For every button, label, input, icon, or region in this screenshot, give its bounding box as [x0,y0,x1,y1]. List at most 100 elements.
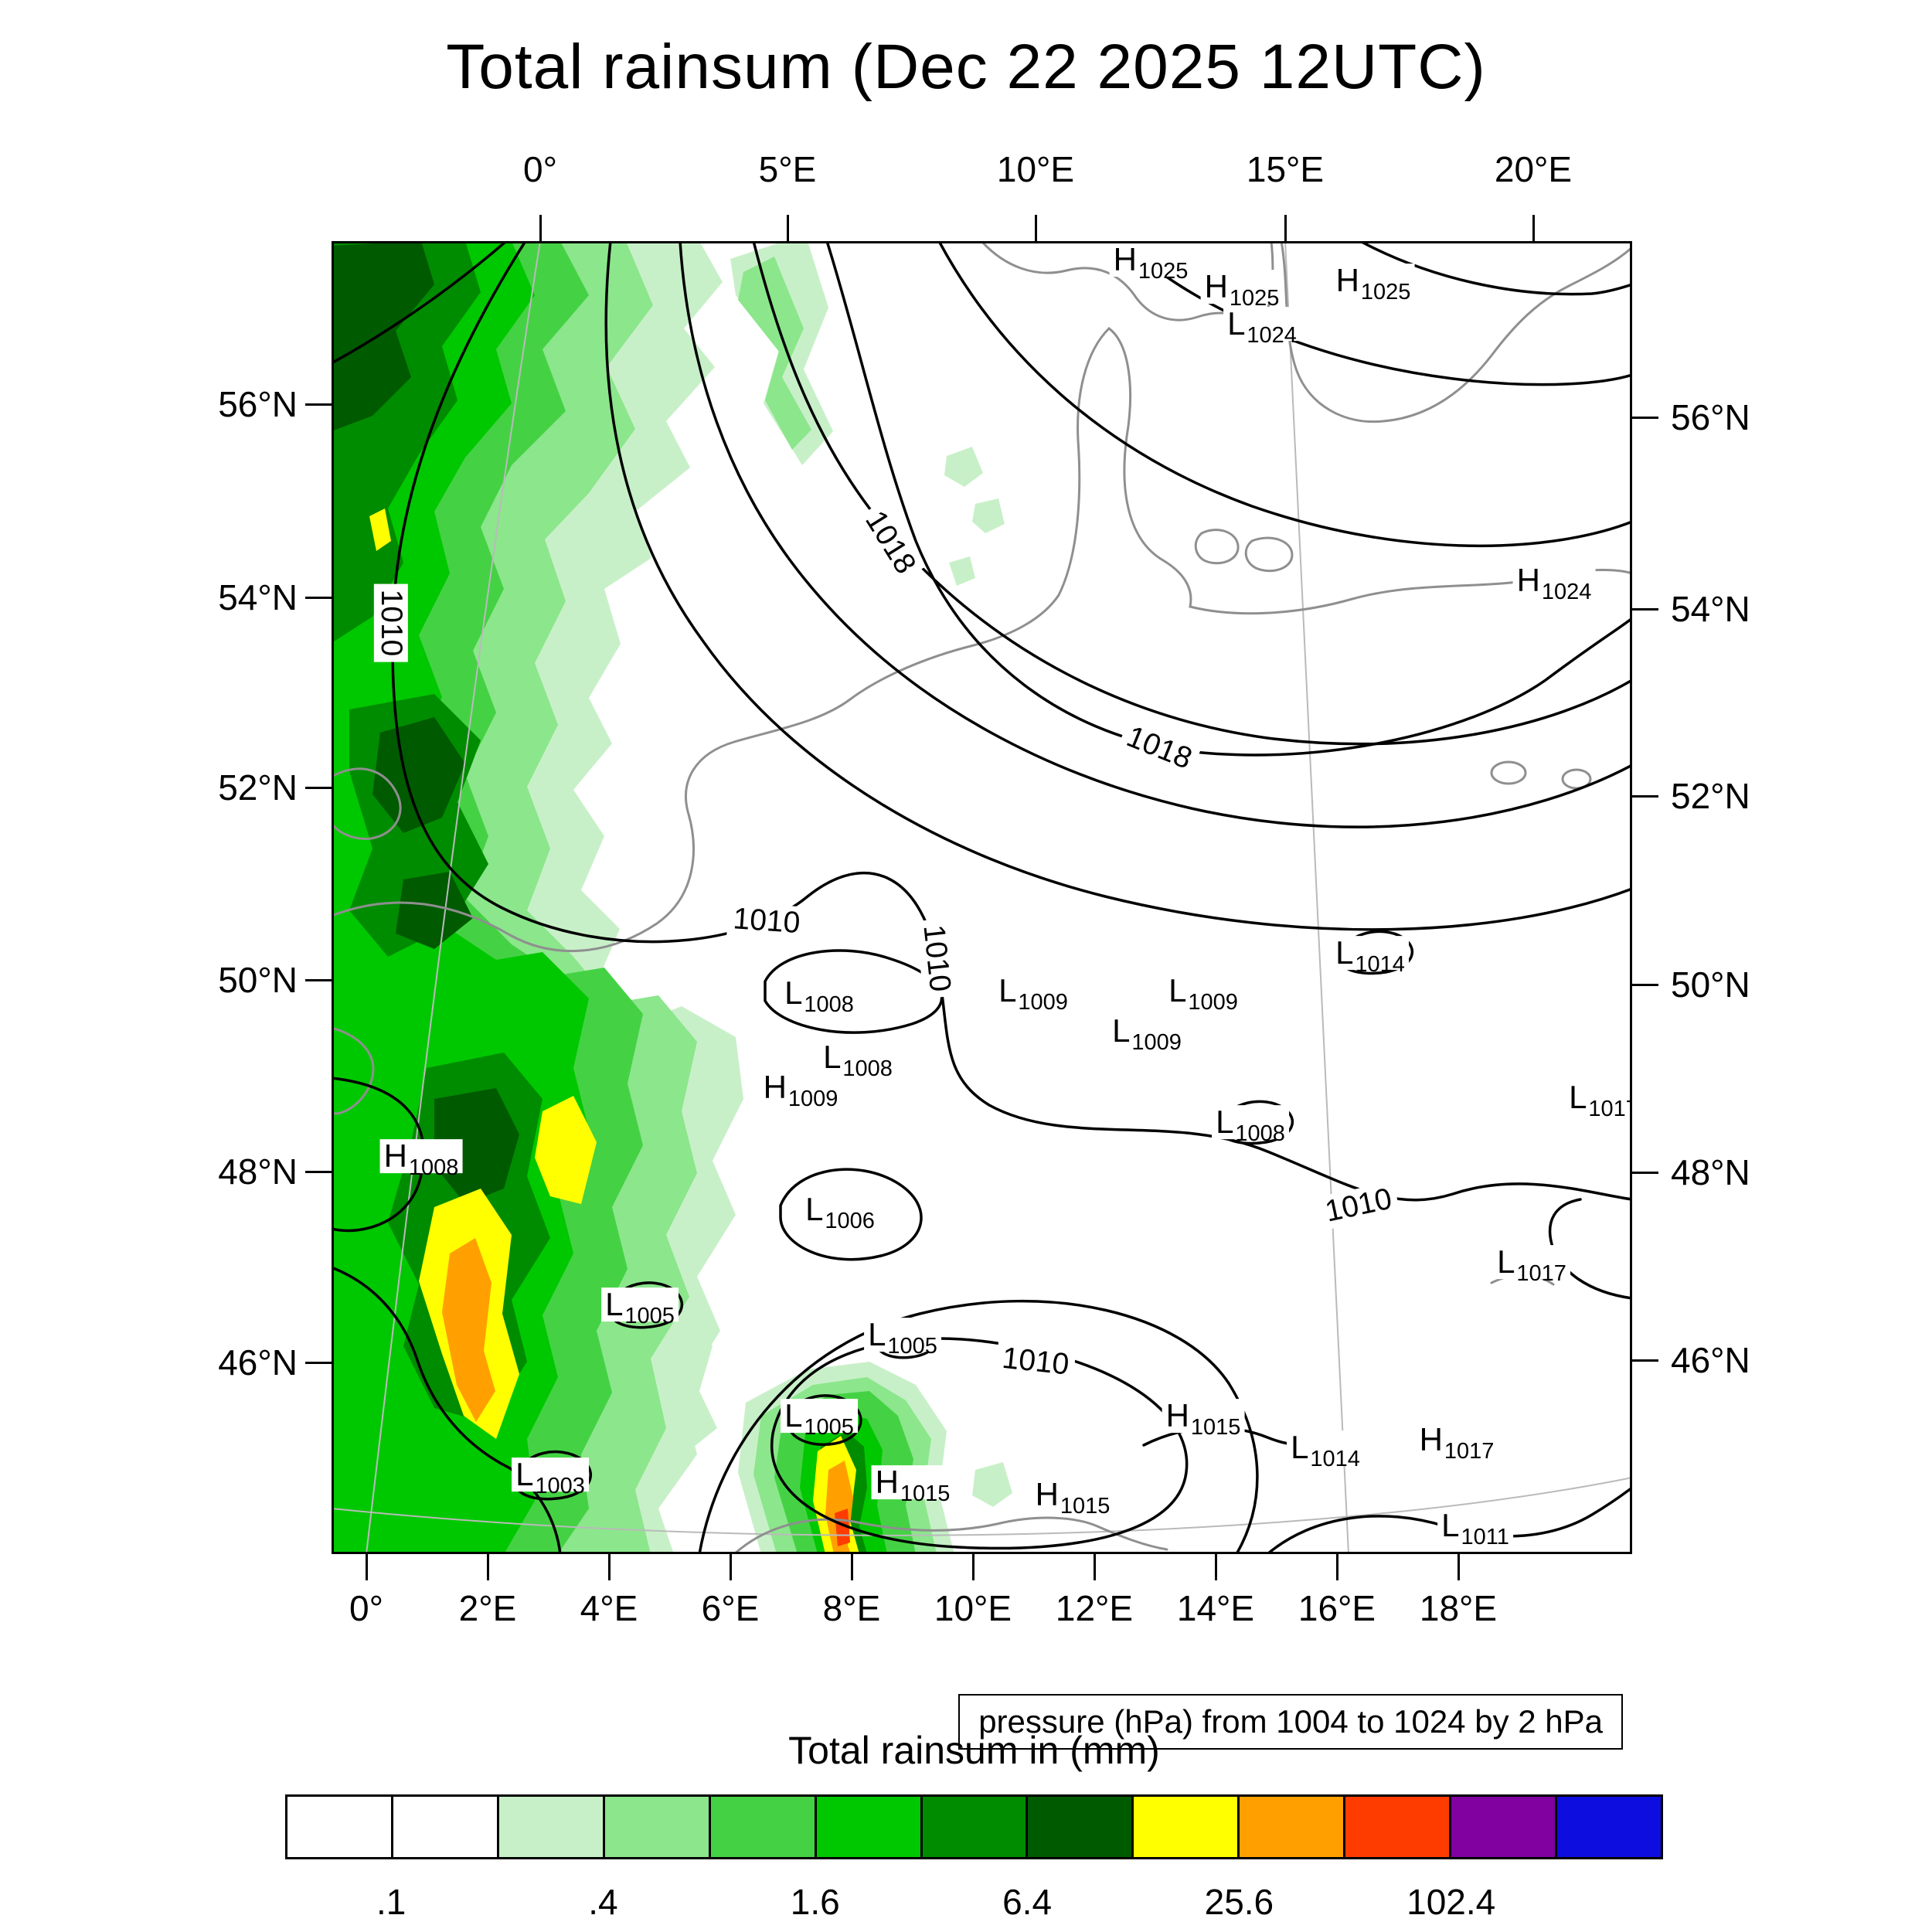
left-axis-tick [305,403,332,406]
bottom-axis-tick [1335,1554,1338,1580]
isobar-contour [1359,241,1632,296]
pressure-value: 1009 [1131,1030,1182,1056]
coastline [332,1026,375,1115]
pressure-letter: L [1335,934,1354,971]
coastline [1244,536,1294,573]
pressure-label: H1025 [1332,262,1415,304]
pressure-letter: H [1035,1476,1059,1513]
colorbar-cell [604,1797,711,1857]
pressure-value: 1009 [1188,990,1238,1015]
isobar-contour [764,949,944,1034]
colorbar-tick-label: 6.4 [1002,1882,1053,1922]
pressure-letter: L [515,1456,534,1493]
pressure-label: H1015 [1031,1476,1114,1518]
pressure-caption: pressure (hPa) from 1004 to 1024 by 2 hP… [958,1694,1623,1750]
right-axis-tick [1632,1171,1658,1174]
top-axis-tick-label: 15°E [1246,149,1325,189]
colorbar-cell [393,1797,499,1857]
isobar-value-label: 1010 [1317,1181,1400,1230]
pressure-value: 1008 [1235,1121,1285,1147]
left-axis-tick [305,1361,332,1364]
pressure-label: L1017 [1565,1080,1632,1121]
bottom-axis-tick-label: 8°E [822,1588,881,1628]
bottom-axis-tick [850,1554,853,1580]
left-axis-tick [305,786,332,789]
pressure-label: L1005 [864,1318,941,1358]
colorbar-cell [922,1797,1029,1857]
rain-area [535,1096,597,1204]
coastline [1280,241,1632,423]
isobar-value-label: 1010 [995,1341,1077,1383]
pressure-value: 1017 [1516,1261,1566,1287]
pressure-label: L1008 [1212,1105,1289,1145]
bottom-axis-tick-label: 14°E [1176,1588,1255,1628]
pressure-letter: L [1168,972,1187,1009]
rain-area [396,872,473,949]
pressure-label: H1024 [1512,563,1596,604]
top-axis-tick [786,215,789,241]
meridian-line [366,241,541,1554]
right-axis-tick [1632,1359,1658,1362]
right-axis-tick-label: 54°N [1671,589,1750,629]
right-axis-tick [1632,983,1658,986]
isobar-value-label: 1018 [855,500,926,585]
bottom-axis-tick [1457,1554,1460,1580]
left-axis-tick [305,596,332,599]
rain-area [372,717,465,833]
coastline [332,327,1632,952]
isobar-contour [1219,1100,1294,1145]
pressure-value: 1009 [1018,990,1068,1015]
pressure-value: 1015 [900,1481,951,1507]
right-axis-tick [1632,416,1658,419]
pressure-letter: L [998,972,1017,1009]
pressure-letter: L [784,1397,803,1434]
pressure-value: 1008 [804,992,854,1018]
map-label-overlay: H1025 H1025 L1024 H1025 H1024 L1014 L1008 L1009… [332,241,1632,1554]
pressure-label: H1015 [1162,1399,1245,1439]
isobar-contour [1119,241,1632,386]
left-axis-tick-label: 56°N [218,384,298,424]
isobar-contour [698,1299,1259,1554]
right-axis-tick-label: 56°N [1671,397,1750,437]
pressure-label: L1014 [1332,934,1409,976]
colorbar-cell [1345,1797,1452,1857]
left-axis-tick-label: 50°N [218,960,298,1000]
isobar-value-label: 1018 [1117,717,1202,779]
left-axis-tick-label: 46°N [218,1342,298,1383]
colorbar-cell [816,1797,923,1857]
pressure-letter: H [1113,241,1137,278]
pressure-label: H1025 [1200,270,1284,310]
colorbar-cell [1134,1797,1240,1857]
pressure-value: 1008 [842,1056,893,1082]
right-axis-tick-label: 52°N [1671,776,1750,816]
rain-area [442,1238,495,1422]
isobar-contour [514,1450,592,1501]
pressure-letter: L [823,1039,842,1076]
bottom-axis-tick [971,1554,975,1580]
bottom-axis-tick [1093,1554,1096,1580]
rain-area [434,1088,519,1204]
pressure-letter: H [1335,262,1359,299]
right-axis-tick-label: 48°N [1671,1152,1750,1192]
pressure-value: 1017 [1444,1439,1495,1464]
pressure-label: H1008 [379,1139,463,1179]
pressure-label: L1005 [781,1397,858,1439]
colorbar [285,1794,1663,1859]
pressure-letter: L [784,975,803,1012]
colorbar-cell [287,1797,393,1857]
pressure-label: L1024 [1223,307,1301,347]
top-axis-tick-label: 5°E [758,149,817,189]
bottom-axis-tick-label: 4°E [580,1588,638,1628]
pressure-letter: L [1441,1507,1460,1544]
pressure-value: 1005 [887,1334,937,1359]
bottom-axis-tick-label: 16°E [1298,1588,1376,1628]
right-axis-tick-label: 46°N [1671,1340,1750,1380]
colorbar-cell [1557,1797,1661,1857]
isobar-contour [332,1077,425,1233]
isobar-value-label: 1010 [916,917,957,999]
rain-area [369,509,391,551]
map-canvas [332,241,1632,1554]
pressure-value: 1025 [1360,280,1411,305]
left-axis-tick-label: 52°N [218,767,298,808]
rain-area [944,447,983,487]
